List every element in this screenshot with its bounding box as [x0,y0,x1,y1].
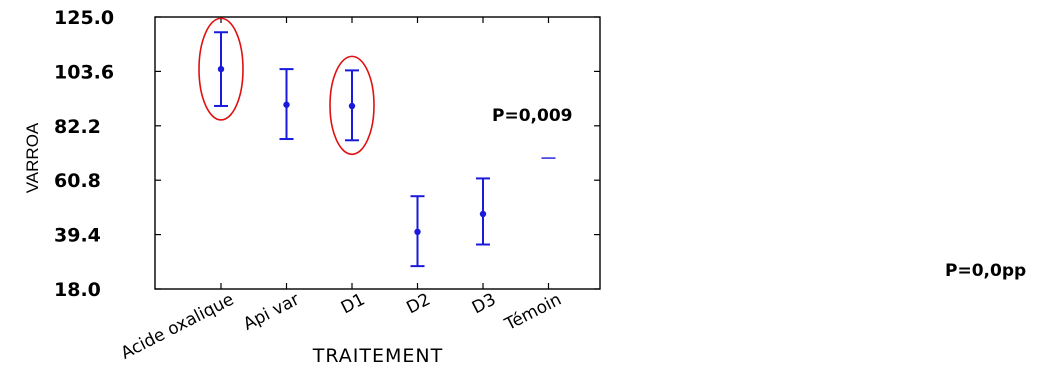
y-axis-ticks: 125.0 103.6 82.2 60.8 39.4 18.0 [54,7,600,301]
y-tick-label: 39.4 [54,225,101,247]
y-tick-label: 18.0 [54,279,101,301]
x-axis-label: TRAITEMENT [312,345,443,367]
interval-2 [279,68,294,141]
highlight-ellipse [198,17,244,121]
x-tick-label: Témoin [501,290,565,336]
mean-point [217,65,225,73]
x-tick-label: Api var [240,290,303,335]
mean-point [414,228,421,236]
annotation-p-value-1: P=0,009 [492,106,572,126]
y-tick-label: 125.0 [54,7,114,29]
annotation-p-value-2: P=0,0pp [945,261,1026,281]
y-tick-label: 82.2 [54,116,101,138]
plot-border [154,16,601,290]
x-tick-label: D3 [469,290,499,319]
y-tick-label: 60.8 [54,170,101,192]
mean-point [283,101,290,108]
interval-5 [476,177,490,246]
data-points [214,31,556,268]
mean-point [479,210,487,218]
interval-3 [345,69,359,142]
interval-1 [214,31,228,107]
plot-frame [154,16,601,290]
x-tick-label: D1 [338,290,368,319]
interval-4 [410,195,425,268]
x-tick-label: D2 [403,290,433,319]
x-axis-ticks: Acide oxalique Api var D1 D2 D3 Témoin [118,17,565,364]
y-tick-label: 103.6 [54,61,114,83]
highlight-ellipse [329,55,375,156]
mean-point [348,102,356,110]
x-tick-label: Acide oxalique [118,290,237,364]
highlight-ellipses [198,17,375,156]
y-axis-label: VARROA [23,122,42,193]
